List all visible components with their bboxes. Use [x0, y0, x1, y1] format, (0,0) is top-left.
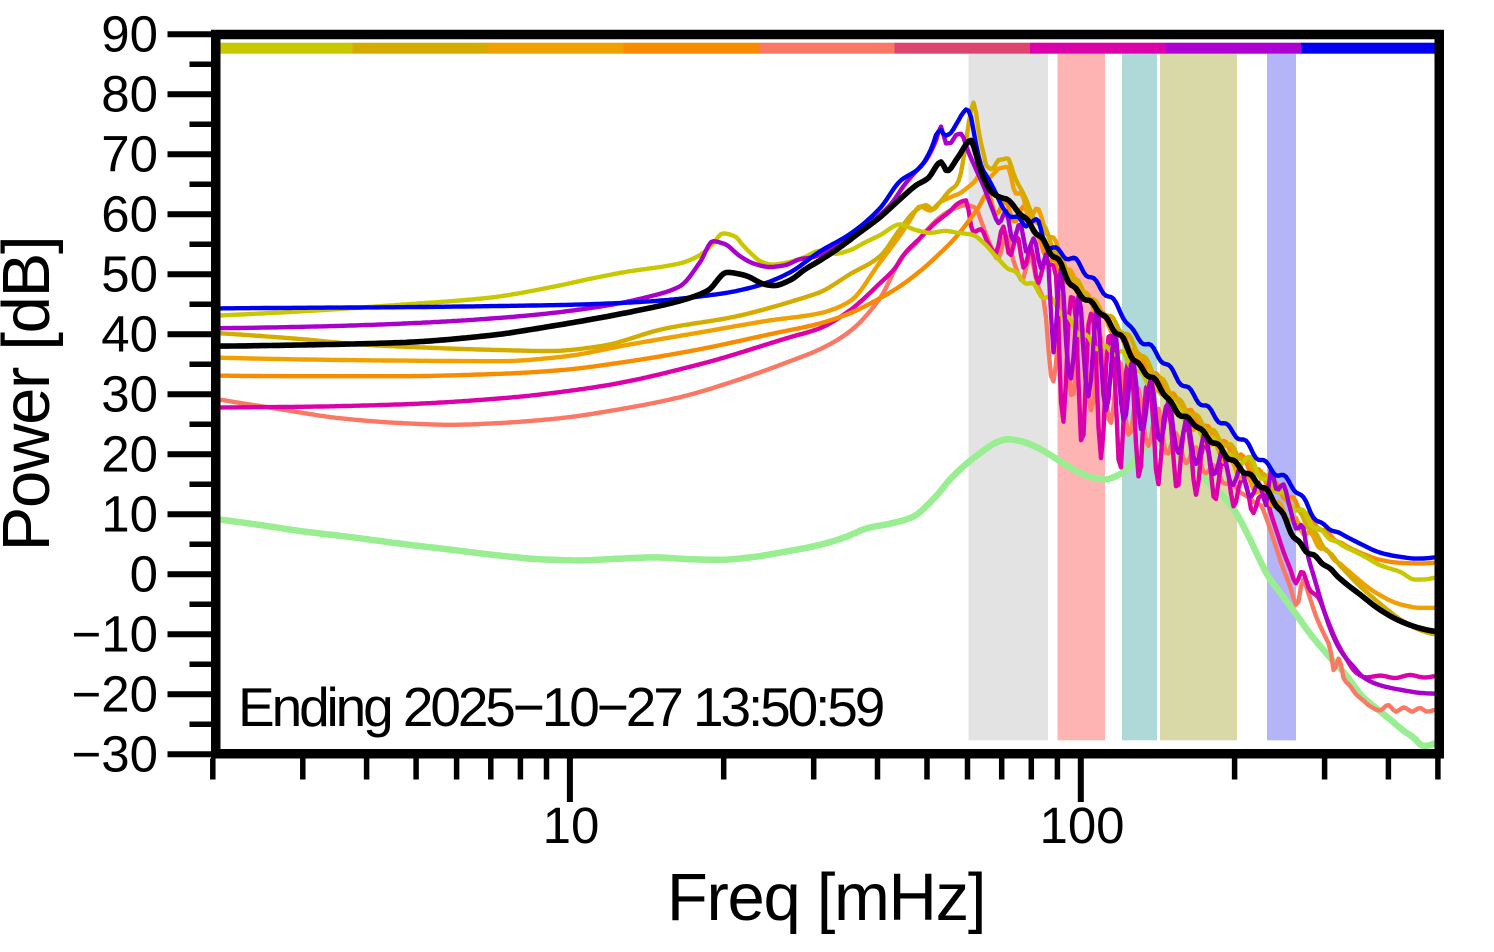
svg-text:−20: −20: [71, 666, 158, 723]
svg-text:90: 90: [101, 6, 158, 63]
svg-text:30: 30: [101, 366, 158, 423]
svg-text:10: 10: [543, 797, 600, 854]
svg-text:Power [dB]: Power [dB]: [0, 237, 64, 552]
svg-text:40: 40: [101, 306, 158, 363]
svg-text:50: 50: [101, 246, 158, 303]
svg-text:60: 60: [101, 186, 158, 243]
svg-text:20: 20: [101, 426, 158, 483]
svg-text:100: 100: [1039, 797, 1124, 854]
svg-text:Freq [mHz]: Freq [mHz]: [667, 860, 985, 935]
svg-text:−30: −30: [71, 726, 158, 783]
svg-text:−10: −10: [71, 606, 158, 663]
svg-text:80: 80: [101, 66, 158, 123]
svg-text:0: 0: [130, 546, 158, 603]
svg-text:Ending 2025−10−27 13:50:59: Ending 2025−10−27 13:50:59: [238, 676, 883, 738]
svg-text:70: 70: [101, 126, 158, 183]
svg-text:10: 10: [101, 486, 158, 543]
